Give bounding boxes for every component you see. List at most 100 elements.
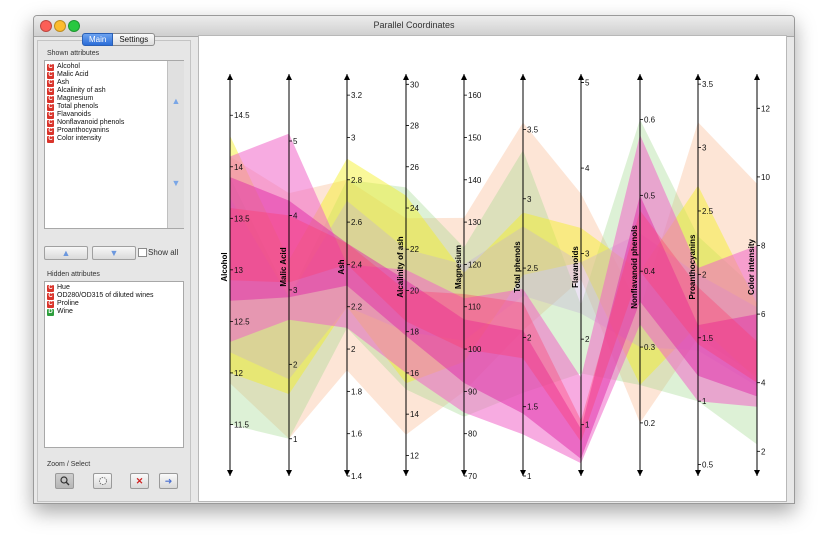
tick-label: 12.5	[234, 317, 250, 326]
tick-label: 2.6	[351, 218, 363, 227]
attribute-list-item[interactable]: D Wine	[45, 308, 181, 316]
data-band-5[interactable]	[230, 177, 757, 459]
add-attribute-button[interactable]: ▲	[44, 246, 88, 260]
attribute-list-item[interactable]: C Nonflavanoid phenols	[45, 119, 167, 127]
plot-area[interactable]: 11.5 12 12.5 13 13.5 14 14.5 Alcohol 1 2 3 4 5 Malic …	[198, 35, 787, 502]
attribute-list-item[interactable]: C Total phenols	[45, 103, 167, 111]
clear-selection-button[interactable]: ✕	[130, 473, 149, 489]
axis-proanthocyanins[interactable]: 0.5 1 1.5 2 2.5 3 3.5 Proanthocyanins	[688, 74, 714, 476]
control-panel: Shown attributes C Alcohol C Malic Acid C Ash…	[37, 40, 191, 502]
parallel-coordinates-chart[interactable]: 11.51212.51313.51414.5Alcohol12345Malic …	[199, 36, 786, 501]
axis-label: Ash	[337, 259, 346, 274]
axis-label: Color intensity	[747, 238, 756, 295]
axis-arrow-bottom	[695, 470, 701, 476]
hidden-attributes-listbox[interactable]: C Hue C OD280/OD315 of diluted wines C Prolin…	[44, 281, 184, 448]
tick-label: 26	[410, 163, 419, 172]
tick-label: 12	[234, 369, 243, 378]
axis-alcohol[interactable]: 11.5 12 12.5 13 13.5 14 14.5 Alcohol	[220, 74, 250, 476]
send-selection-button[interactable]: ➜	[159, 473, 178, 489]
tick-label: 4	[585, 164, 590, 173]
axis-arrow-bottom	[286, 470, 292, 476]
bands-group	[230, 119, 757, 464]
axis-nonflavanoid-phenols[interactable]: 0.2 0.3 0.4 0.5 0.6 Nonflavanoid phenols	[630, 74, 656, 476]
select-tool-button[interactable]	[93, 473, 112, 489]
tick-label: 2.4	[351, 260, 363, 269]
attribute-list-item[interactable]: C Proanthocyanins	[45, 127, 167, 135]
continuous-attribute-icon: C	[47, 135, 54, 143]
tick-label: 1	[585, 421, 590, 430]
attribute-label: Proanthocyanins	[57, 127, 110, 134]
tick-label: 0.4	[644, 267, 656, 276]
axis-arrow-top	[461, 74, 467, 80]
attribute-label: Malic Acid	[57, 71, 89, 78]
attribute-label: Proline	[57, 300, 79, 307]
attribute-list-item[interactable]: C Hue	[45, 284, 181, 292]
axis-label: Malic Acid	[279, 247, 288, 286]
attribute-list-item[interactable]: C Malic Acid	[45, 71, 167, 79]
close-window-button[interactable]	[40, 20, 52, 32]
axis-label: Flavanoids	[571, 246, 580, 288]
axis-arrow-bottom	[578, 470, 584, 476]
axis-malic-acid[interactable]: 1 2 3 4 5 Malic Acid	[279, 74, 298, 476]
axis-flavanoids[interactable]: 1 2 3 4 5 Flavanoids	[571, 74, 590, 476]
tick-label: 13.5	[234, 214, 250, 223]
tab-settings[interactable]: Settings	[113, 33, 156, 46]
axis-color-intensity[interactable]: 2 4 6 8 10 12 Color intensity	[747, 74, 770, 476]
continuous-attribute-icon: C	[47, 79, 54, 87]
axis-total-phenols[interactable]: 1 1.5 2 2.5 3 3.5 Total phenols	[513, 74, 539, 481]
axis-ash[interactable]: 1.4 1.6 1.8 2 2.2 2.4 2.6 2.8 3 3.2 Ash	[337, 74, 363, 481]
tick-label: 3	[585, 250, 590, 259]
tick-label: 28	[410, 122, 419, 131]
axis-label: Magnesium	[454, 245, 463, 289]
remove-attribute-button[interactable]: ▼	[92, 246, 136, 260]
attribute-list-item[interactable]: C Flavanoids	[45, 111, 167, 119]
data-band-0[interactable]	[230, 122, 757, 439]
tick-label: 2	[527, 333, 532, 342]
clear-icon: ✕	[135, 476, 144, 486]
tick-label: 11.5	[234, 420, 250, 429]
shown-attributes-label: Shown attributes	[47, 50, 100, 57]
move-up-icon[interactable]: ▲	[171, 96, 181, 106]
tick-label: 12	[410, 451, 419, 460]
attribute-label: Color intensity	[57, 135, 102, 142]
tick-label: 1	[527, 472, 532, 481]
zoom-select-label: Zoom / Select	[47, 461, 91, 468]
tab-main[interactable]: Main	[82, 33, 114, 46]
axis-alcalinity-of-ash[interactable]: 12 14 16 18 20 22 24 26 28 30 Alcalinity of ash	[396, 74, 419, 476]
continuous-attribute-icon: C	[47, 119, 54, 127]
axis-arrow-top	[754, 74, 760, 80]
tick-label: 120	[468, 260, 482, 269]
axis-arrow-top	[403, 74, 409, 80]
attribute-list-item[interactable]: C OD280/OD315 of diluted wines	[45, 292, 181, 300]
minimize-window-button[interactable]	[54, 20, 66, 32]
attribute-label: Total phenols	[57, 103, 99, 110]
move-down-icon[interactable]: ▼	[171, 178, 181, 188]
attribute-list-item[interactable]: C Magnesium	[45, 95, 167, 103]
tick-label: 3	[351, 133, 356, 142]
continuous-attribute-icon: C	[47, 300, 54, 308]
axis-arrow-bottom	[520, 470, 526, 476]
zoom-tool-button[interactable]	[55, 473, 74, 489]
tick-label: 12	[761, 104, 770, 113]
tick-label: 130	[468, 218, 482, 227]
attribute-list-item[interactable]: C Alcohol	[45, 63, 167, 71]
attribute-label: Flavanoids	[57, 111, 91, 118]
tick-label: 3.2	[351, 91, 363, 100]
tick-label: 4	[293, 211, 298, 220]
attribute-list-item[interactable]: C Color intensity	[45, 135, 167, 143]
axis-magnesium[interactable]: 70 80 90 100 110 120 130 140 150 160 Magnesium	[454, 74, 482, 481]
shown-attributes-listbox[interactable]: C Alcohol C Malic Acid C Ash C Alcalinity of as…	[44, 60, 184, 229]
discrete-attribute-icon: D	[47, 308, 54, 316]
tick-label: 1	[293, 435, 298, 444]
zoom-icon	[59, 476, 69, 486]
attribute-list-item[interactable]: C Proline	[45, 300, 181, 308]
tick-label: 2	[293, 360, 298, 369]
show-all-label: Show all	[148, 248, 179, 257]
data-band-6[interactable]	[230, 208, 757, 442]
attribute-list-item[interactable]: C Ash	[45, 79, 167, 87]
zoom-window-button[interactable]	[68, 20, 80, 32]
show-all-checkbox[interactable]	[138, 248, 147, 257]
attribute-list-item[interactable]: C Alcalinity of ash	[45, 87, 167, 95]
data-band-4[interactable]	[230, 133, 757, 464]
attribute-label: Magnesium	[57, 95, 94, 102]
